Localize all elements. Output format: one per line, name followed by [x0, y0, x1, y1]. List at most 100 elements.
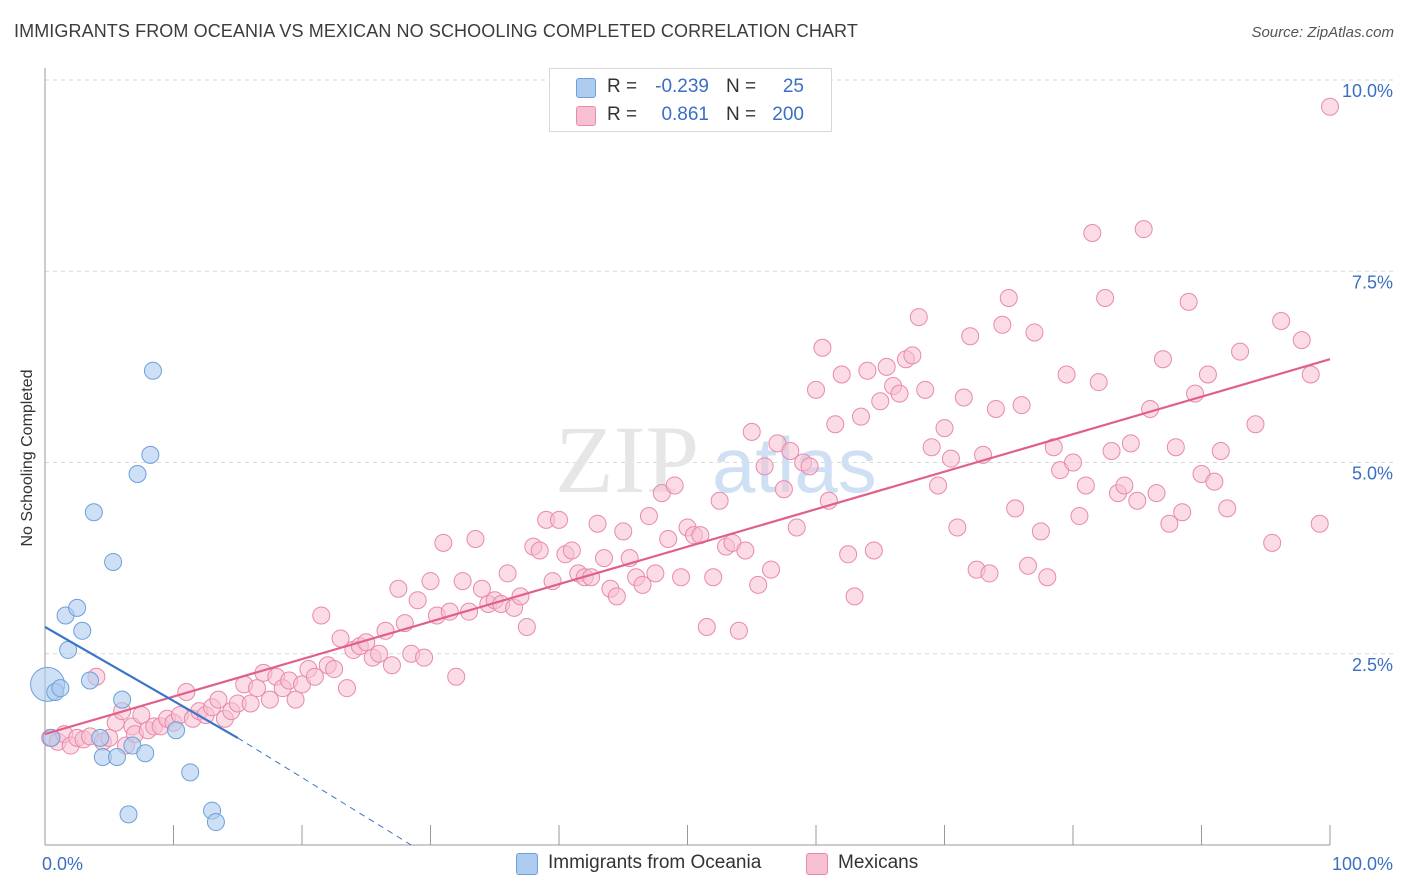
point-mexicans	[1019, 556, 1038, 575]
point-mexicans	[1263, 533, 1282, 552]
point-mexicans	[517, 617, 536, 636]
point-mexicans	[672, 568, 691, 587]
point-mexicans	[999, 289, 1018, 308]
point-mexicans	[241, 694, 260, 713]
point-mexicans	[845, 587, 864, 606]
point-mexicans	[1006, 499, 1025, 518]
point-mexicans	[1231, 342, 1250, 361]
legend-r-value: -0.239	[655, 76, 709, 97]
point-mexicans	[588, 514, 607, 533]
point-mexicans	[941, 449, 960, 468]
point-mexicans	[434, 533, 453, 552]
point-mexicans	[839, 545, 858, 564]
point-mexicans	[1089, 373, 1108, 392]
point-mexicans	[1211, 442, 1230, 461]
point-mexicans	[646, 564, 665, 583]
bottom-legend-label-oceania: Immigrants from Oceania	[548, 852, 762, 873]
point-mexicans	[415, 648, 434, 667]
point-mexicans	[1121, 434, 1140, 453]
point-mexicans	[832, 365, 851, 384]
point-mexicans	[1031, 522, 1050, 541]
point-mexicans	[1179, 292, 1198, 311]
trend-line-oceania-extension	[237, 737, 412, 846]
axes	[44, 68, 1331, 846]
legend-n-label: N =	[726, 104, 757, 125]
point-mexicans	[749, 575, 768, 594]
point-mexicans	[1198, 365, 1217, 384]
point-mexicans	[550, 510, 568, 529]
watermark-atlas: atlas	[712, 421, 877, 509]
point-mexicans	[639, 507, 658, 526]
legend-n-value: 25	[782, 76, 804, 97]
point-oceania	[73, 621, 92, 640]
point-oceania	[51, 679, 70, 698]
y-tick-labels: 2.5% 5.0% 7.5% 10.0%	[1342, 81, 1393, 675]
point-mexicans	[890, 384, 909, 403]
x-tick-labels: 0.0% 100.0%	[42, 854, 1393, 874]
legend-row-oceania: R = -0.239 N = 25	[550, 73, 831, 101]
legend-n-label: N =	[726, 76, 757, 97]
series-oceania	[30, 361, 225, 832]
point-mexicans	[472, 579, 491, 598]
point-mexicans	[453, 572, 472, 591]
point-oceania	[80, 671, 99, 690]
point-mexicans	[305, 667, 324, 686]
point-mexicans	[1038, 568, 1057, 587]
point-mexicans	[1025, 323, 1044, 342]
point-mexicans	[614, 522, 633, 541]
y-tick-label: 2.5%	[1352, 655, 1393, 675]
y-tick-label: 5.0%	[1352, 464, 1393, 484]
point-mexicans	[1173, 503, 1192, 522]
point-mexicans	[498, 564, 517, 583]
point-mexicans	[903, 346, 922, 365]
point-mexicans	[1218, 499, 1237, 518]
point-mexicans	[877, 357, 896, 376]
point-mexicans	[1115, 476, 1134, 495]
point-mexicans	[370, 644, 389, 663]
point-mexicans	[916, 380, 935, 399]
point-mexicans	[1057, 365, 1076, 384]
point-oceania	[113, 690, 132, 709]
point-mexicans	[260, 690, 279, 709]
point-mexicans	[909, 308, 928, 327]
point-oceania	[107, 748, 126, 767]
bottom-legend-label-mexicans: Mexicans	[838, 852, 919, 873]
legend-n-value: 200	[772, 104, 804, 125]
point-mexicans	[762, 560, 781, 579]
point-oceania	[136, 744, 155, 763]
point-mexicans	[929, 476, 948, 495]
point-mexicans	[440, 602, 459, 621]
legend-swatch-mexicans	[576, 106, 596, 126]
point-mexicans	[286, 690, 305, 709]
source-label: Source: ZipAtlas.com	[1251, 24, 1394, 41]
point-mexicans	[337, 679, 356, 698]
point-oceania	[104, 552, 123, 571]
legend-swatch-oceania	[576, 78, 596, 98]
point-mexicans	[1301, 365, 1320, 384]
y-tick-label: 7.5%	[1352, 272, 1393, 292]
watermark: ZIP atlas	[555, 406, 877, 513]
point-mexicans	[1134, 220, 1153, 239]
point-mexicans	[755, 457, 774, 476]
point-mexicans	[1012, 396, 1031, 415]
point-oceania	[91, 728, 110, 747]
point-mexicans	[1166, 438, 1185, 457]
point-mexicans	[948, 518, 967, 537]
point-mexicans	[530, 541, 549, 560]
series-mexicans	[41, 97, 1339, 755]
point-mexicans	[408, 591, 427, 610]
point-mexicans	[1153, 350, 1172, 369]
point-oceania	[119, 805, 138, 824]
point-mexicans	[813, 338, 832, 357]
trend-line-oceania	[44, 626, 239, 739]
bottom-legend-swatch-mexicans	[806, 853, 828, 875]
point-oceania	[181, 763, 200, 782]
point-mexicans	[1321, 97, 1339, 116]
point-mexicans	[248, 679, 267, 698]
point-mexicans	[382, 656, 401, 675]
point-mexicans	[858, 361, 877, 380]
point-oceania	[128, 464, 147, 483]
point-oceania	[167, 721, 186, 740]
point-mexicans	[421, 572, 440, 591]
